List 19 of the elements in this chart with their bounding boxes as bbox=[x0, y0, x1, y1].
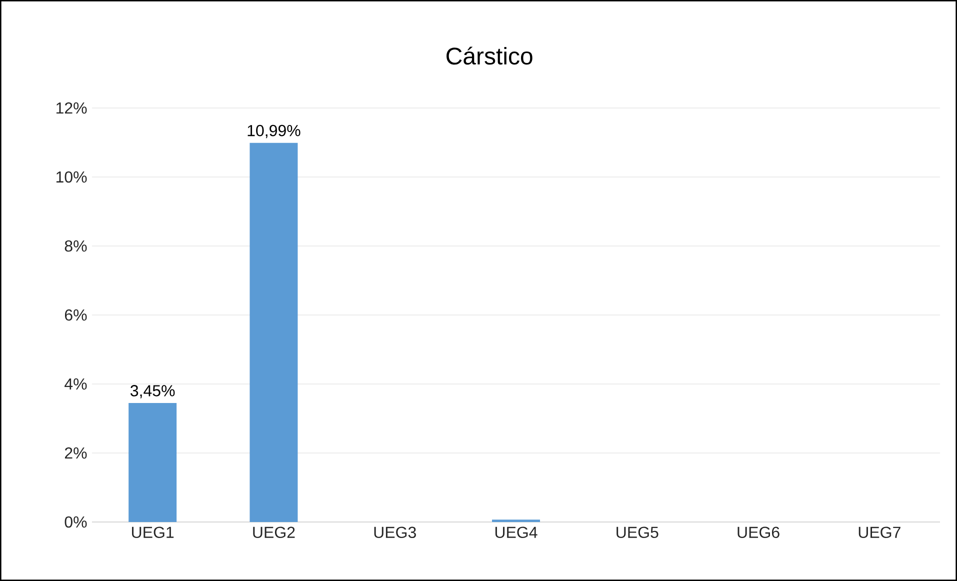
bar bbox=[128, 402, 177, 522]
y-tick-label: 8% bbox=[64, 240, 87, 252]
x-tick-label: UEG5 bbox=[616, 526, 658, 538]
y-tick-label: 0% bbox=[64, 516, 87, 528]
x-tick-label: UEG1 bbox=[132, 526, 174, 538]
bar bbox=[250, 142, 298, 522]
x-tick-label: UEG7 bbox=[858, 526, 900, 538]
y-tick-label: 2% bbox=[64, 447, 87, 459]
x-tick-label: UEG6 bbox=[738, 526, 780, 538]
y-tick-label: 4% bbox=[64, 378, 87, 390]
y-tick-label: 6% bbox=[64, 309, 87, 321]
chart-title: Cárstico bbox=[446, 46, 532, 65]
x-tick-label: UEG2 bbox=[253, 526, 295, 538]
y-tick-label: 12% bbox=[56, 102, 87, 114]
x-tick-label: UEG3 bbox=[374, 526, 416, 538]
x-tick-label: UEG4 bbox=[495, 526, 538, 538]
data-label: 3,45% bbox=[130, 385, 175, 398]
data-label: 10,99% bbox=[248, 124, 300, 138]
y-tick-label: 10% bbox=[56, 171, 87, 183]
